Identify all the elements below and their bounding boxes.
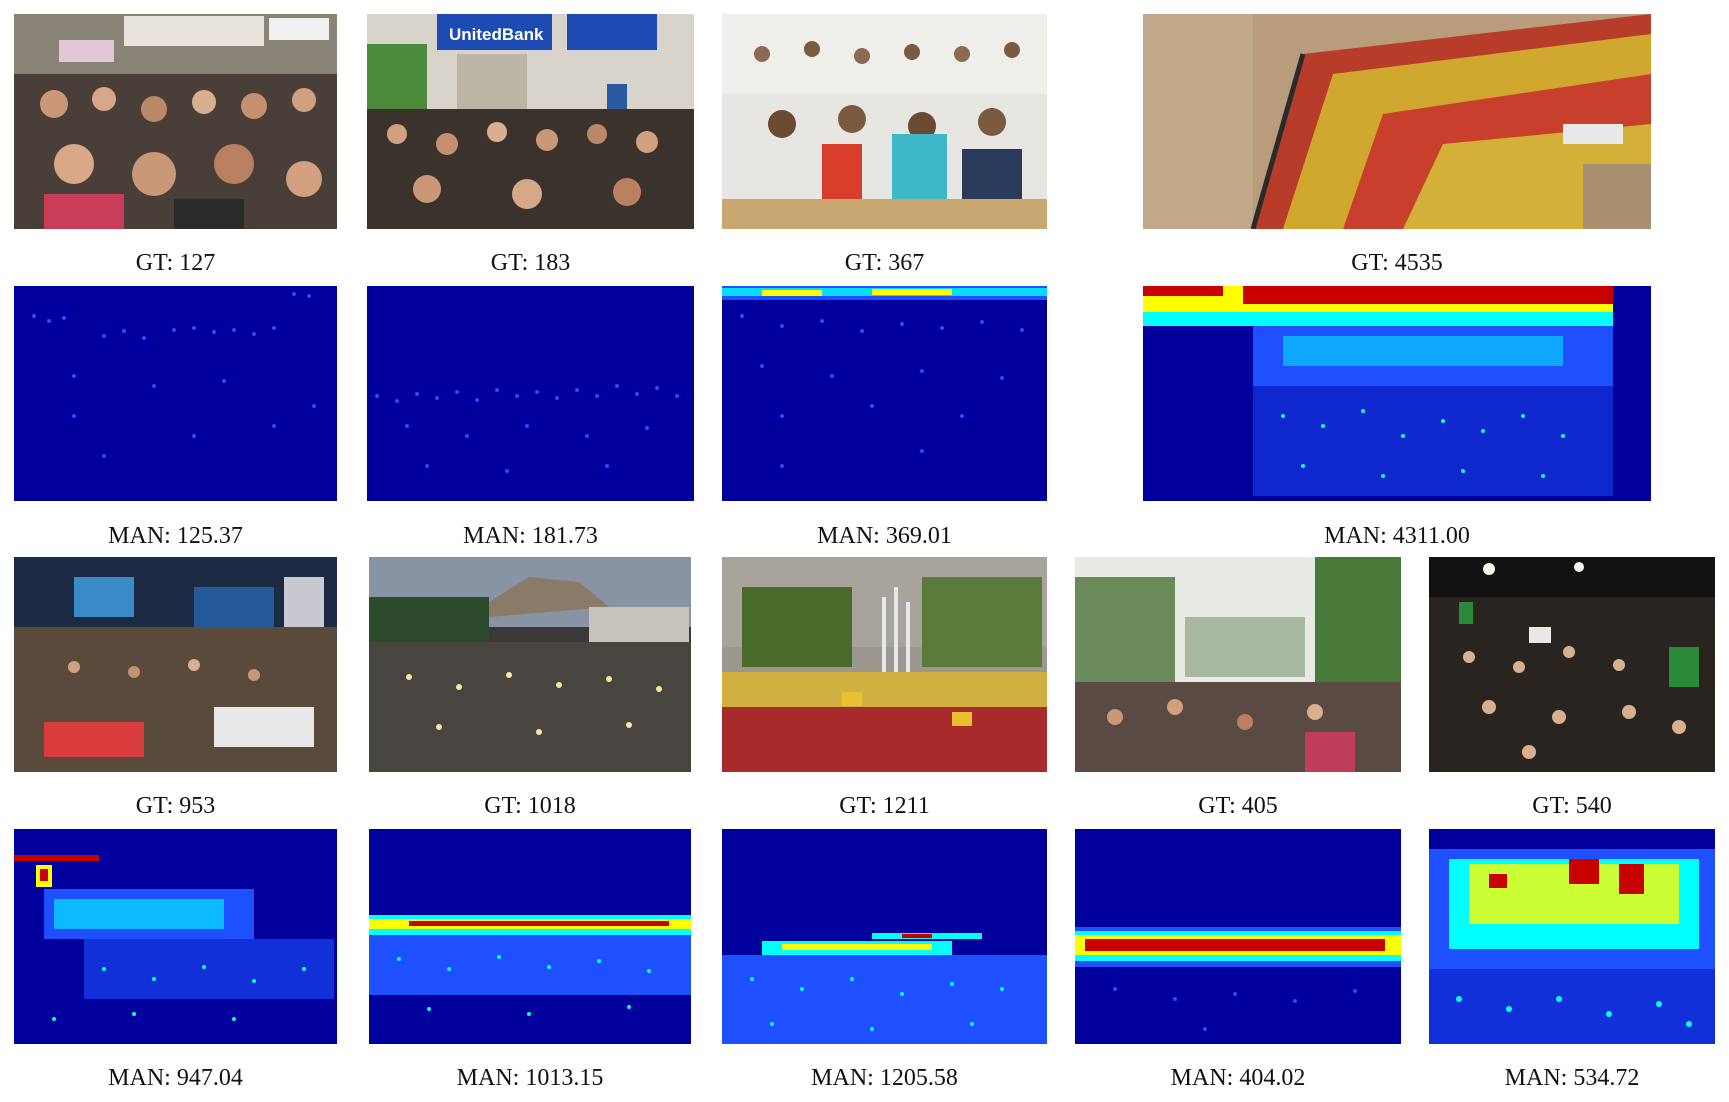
crowd-photo-bank-square: UnitedBank [367,14,694,229]
predicted-count-label: MAN: 125.37 [108,523,243,549]
crowd-photo-expo-hall [14,557,337,772]
ground-truth-count-label: GT: 405 [1198,793,1278,819]
crowd-photo-park-picnic [1075,557,1401,772]
crowd-photo-prayer [722,14,1047,229]
density-map [1429,829,1715,1044]
density-map [14,286,337,501]
ground-truth-count-label: GT: 183 [490,250,571,276]
crowd-photo-protest [14,14,337,229]
density-map [369,829,691,1044]
density-map [14,829,337,1044]
predicted-count-label: MAN: 1013.15 [456,1065,604,1091]
predicted-count-label: MAN: 1205.58 [811,1065,958,1091]
density-map [1143,286,1651,501]
ground-truth-count-label: GT: 4535 [1351,250,1443,276]
predicted-count-label: MAN: 4311.00 [1324,523,1470,549]
ground-truth-count-label: GT: 1211 [839,793,930,819]
crowd-photo-flag-rally [722,557,1047,772]
predicted-count-label: MAN: 404.02 [1170,1065,1306,1091]
density-map [722,829,1047,1044]
ground-truth-count-label: GT: 1018 [484,793,576,819]
density-map [367,286,694,501]
ground-truth-count-label: GT: 540 [1532,793,1612,819]
ground-truth-count-label: GT: 367 [844,250,925,276]
bank-sign-text: UnitedBank [449,25,544,44]
predicted-count-label: MAN: 181.73 [463,523,598,549]
predicted-count-label: MAN: 369.01 [817,523,952,549]
crowd-photo-night-rally [1429,557,1715,772]
ground-truth-count-label: GT: 127 [135,250,216,276]
crowd-photo-candle-vigil [369,557,691,772]
crowd-photo-aerial-festival [1143,14,1651,229]
ground-truth-count-label: GT: 953 [135,793,216,819]
predicted-count-label: MAN: 947.04 [108,1065,243,1091]
density-map [1075,829,1401,1044]
density-map [722,286,1047,501]
predicted-count-label: MAN: 534.72 [1504,1065,1640,1091]
